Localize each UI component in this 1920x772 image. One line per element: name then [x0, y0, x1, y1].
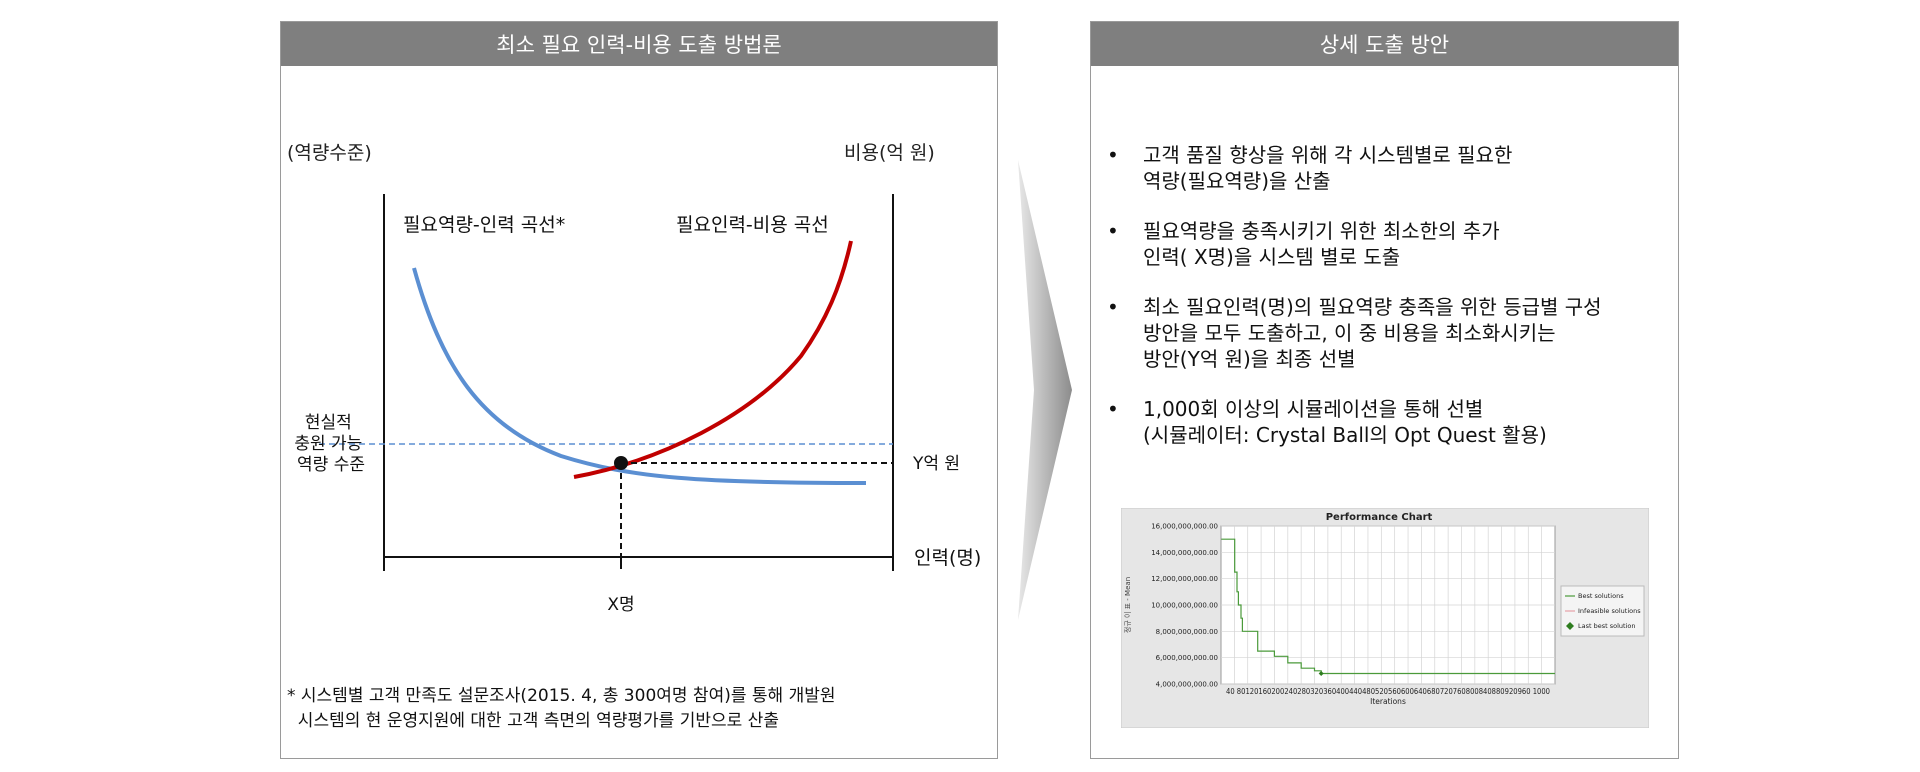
- legend-last-best-label: Last best solution: [1578, 622, 1635, 630]
- optimal-point: [614, 456, 628, 470]
- x-value-label: X명: [607, 595, 634, 615]
- last-best-solution-marker: [1318, 670, 1324, 676]
- bullet-text-line: 방안(Y억 원)을 최종 선별: [1143, 347, 1356, 371]
- bullet-item: • 1,000회 이상의 시뮬레이션을 통해 선별 (시뮬레이터: Crysta…: [1107, 396, 1667, 448]
- y-tick-label: 10,000,000,000.00: [1151, 602, 1218, 610]
- bullet-text-line: (시뮬레이터: Crystal Ball의 Opt Quest 활용): [1143, 423, 1547, 447]
- bullet-text-line: 최소 필요인력(명)의 필요역량 충족을 위한 등급별 구성: [1143, 295, 1602, 319]
- detail-panel: 상세 도출 방안 • 고객 품질 향상을 위해 각 시스템별로 필요한 역량(필…: [1090, 21, 1679, 759]
- y-tick-label: 4,000,000,000.00: [1156, 681, 1218, 689]
- best-solutions-line: [1221, 538, 1555, 675]
- detail-bullet-list: • 고객 품질 향상을 위해 각 시스템별로 필요한 역량(필요역량)을 산출 …: [1107, 142, 1667, 472]
- detail-panel-title: 상세 도출 방안: [1091, 22, 1678, 66]
- y-axis-left-label: (역량수준): [287, 142, 372, 164]
- footnote-line-2: 시스템의 현 운영지원에 대한 고객 측면의 역량평가를 기반으로 산출: [287, 711, 779, 731]
- footnote-line-1: * 시스템별 고객 만족도 설문조사(2015. 4, 총 300여명 참여)를…: [287, 686, 836, 706]
- bullet-glyph: •: [1107, 397, 1119, 421]
- y-axis-right-label: 비용(억 원): [844, 142, 935, 164]
- bullet-text-line: 1,000회 이상의 시뮬레이션을 통해 선별: [1143, 397, 1484, 421]
- capability-staff-curve: [412, 267, 867, 485]
- bullet-text-line: 필요역량을 충족시키기 위한 최소한의 추가: [1143, 219, 1500, 243]
- performance-chart-title: Performance Chart: [1326, 512, 1433, 523]
- y-tick-label: 8,000,000,000.00: [1156, 628, 1218, 636]
- bullet-glyph: •: [1107, 295, 1119, 319]
- y-tick-label: 14,000,000,000.00: [1151, 549, 1218, 557]
- y-axis-title: 정규 이 표 - Mean: [1123, 577, 1132, 633]
- bullet-item: • 고객 품질 향상을 위해 각 시스템별로 필요한 역량(필요역량)을 산출: [1107, 142, 1667, 194]
- realistic-level-line-3: 역량 수준: [297, 455, 365, 475]
- cost-curve-diagram: (역량수준) 비용(억 원) 필요역량-인력 곡선* 필요인력-비용 곡선 현실…: [287, 142, 981, 731]
- methodology-panel-title: 최소 필요 인력-비용 도출 방법론: [281, 22, 997, 66]
- y-tick-label: 12,000,000,000.00: [1151, 575, 1218, 583]
- y-value-label: Y억 원: [912, 454, 960, 474]
- bullet-item: • 필요역량을 충족시키기 위한 최소한의 추가 인력( X명)을 시스템 별로…: [1107, 218, 1667, 270]
- realistic-level-line-1: 현실적: [305, 413, 352, 433]
- realistic-level-label: 현실적 충원 가능 역량 수준: [294, 413, 367, 475]
- x-tick-labels: 40 8012016020024028032036040044048052056…: [1226, 687, 1550, 696]
- legend-best-label: Best solutions: [1578, 592, 1624, 600]
- y-tick-labels: 16,000,000,000.00 14,000,000,000.00 12,000…: [1151, 523, 1218, 689]
- bullet-text-line: 방안을 모두 도출하고, 이 중 비용을 최소화시키는: [1143, 321, 1556, 345]
- curve-blue-label: 필요역량-인력 곡선*: [403, 214, 565, 236]
- legend-last-best-swatch: [1566, 622, 1574, 630]
- legend-infeasible-label: Infeasible solutions: [1578, 607, 1641, 615]
- curve-red-label: 필요인력-비용 곡선: [676, 214, 829, 236]
- bullet-glyph: •: [1107, 143, 1119, 167]
- realistic-level-line-2: 충원 가능: [294, 434, 362, 454]
- bullet-glyph: •: [1107, 219, 1119, 243]
- bullet-text-line: 인력( X명)을 시스템 별로 도출: [1143, 245, 1401, 269]
- bullet-text-line: 역량(필요역량)을 산출: [1143, 169, 1331, 193]
- y-tick-label: 6,000,000,000.00: [1156, 654, 1218, 662]
- x-axis-label: 인력(명): [914, 547, 981, 569]
- bullet-text-line: 고객 품질 향상을 위해 각 시스템별로 필요한: [1143, 143, 1513, 167]
- flow-arrow-icon: [1018, 160, 1072, 620]
- methodology-panel: 최소 필요 인력-비용 도출 방법론 (역량수준) 비용(억 원) 필요역량-인…: [280, 21, 998, 759]
- x-axis-title: Iterations: [1370, 697, 1406, 706]
- staff-cost-curve: [573, 240, 853, 479]
- y-tick-label: 16,000,000,000.00: [1151, 523, 1218, 531]
- bullet-item: • 최소 필요인력(명)의 필요역량 충족을 위한 등급별 구성 방안을 모두 …: [1107, 294, 1667, 372]
- performance-chart: Performance Chart 16,000,000,000.00 14,00…: [1121, 508, 1649, 728]
- footnote: * 시스템별 고객 만족도 설문조사(2015. 4, 총 300여명 참여)를…: [287, 686, 841, 731]
